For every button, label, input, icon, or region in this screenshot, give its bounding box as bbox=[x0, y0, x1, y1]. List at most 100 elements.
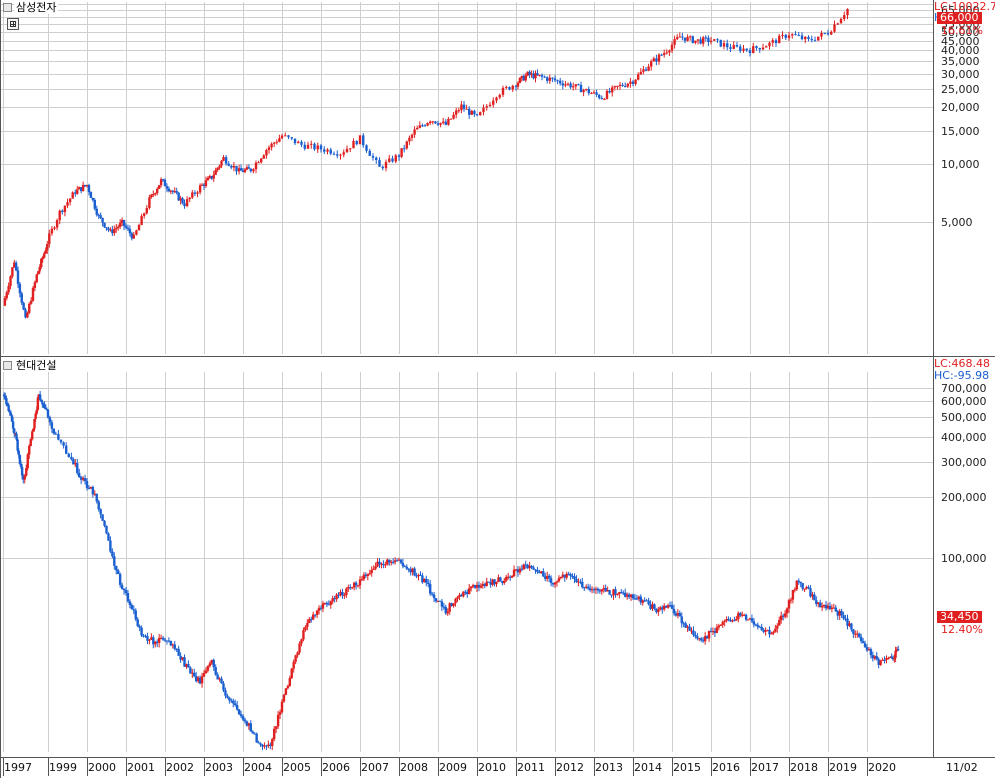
candle-body bbox=[473, 585, 477, 588]
candle-body bbox=[227, 163, 230, 166]
candle-body bbox=[582, 90, 585, 93]
candle-body bbox=[287, 135, 290, 138]
candle-body bbox=[544, 576, 547, 579]
candle-body bbox=[465, 108, 468, 110]
candle-body bbox=[345, 148, 349, 153]
candle-body bbox=[91, 486, 95, 495]
candle-body bbox=[765, 46, 768, 48]
candle-body bbox=[785, 608, 789, 614]
samsung-candles[interactable] bbox=[3, 0, 899, 319]
candle-body bbox=[237, 168, 241, 172]
candle-body bbox=[366, 574, 369, 577]
candle-body bbox=[85, 481, 89, 488]
candle-body bbox=[668, 50, 671, 53]
grid-toggle-icon[interactable] bbox=[7, 18, 19, 30]
candle-body bbox=[434, 598, 438, 602]
candle-body bbox=[319, 607, 323, 609]
year-label: 2015 bbox=[673, 761, 701, 774]
candle-body bbox=[652, 58, 655, 62]
hyundai-candles[interactable] bbox=[2, 390, 900, 751]
candle-body bbox=[212, 659, 215, 668]
candle-body bbox=[836, 23, 839, 25]
candle-body bbox=[44, 407, 47, 410]
candle-body bbox=[446, 611, 449, 614]
candle-body bbox=[620, 592, 623, 594]
candle-body bbox=[145, 208, 148, 214]
candle-body bbox=[425, 578, 428, 583]
candle-body bbox=[329, 149, 332, 154]
candle-body bbox=[63, 205, 67, 213]
candle-body bbox=[183, 203, 186, 207]
candle-body bbox=[481, 583, 485, 586]
candle-body bbox=[881, 659, 884, 661]
year-label: 2013 bbox=[595, 761, 623, 774]
candle-body bbox=[407, 568, 410, 570]
candle-body bbox=[349, 587, 352, 589]
candle-body bbox=[275, 141, 278, 143]
candle-body bbox=[745, 48, 748, 51]
candle-body bbox=[122, 588, 126, 591]
candle-body bbox=[780, 615, 783, 620]
candle-body bbox=[510, 576, 514, 578]
bottom-panel-title[interactable]: 현대건설 bbox=[14, 359, 59, 372]
candle-body bbox=[38, 267, 41, 272]
candle-body bbox=[532, 73, 535, 79]
candle-body bbox=[571, 575, 574, 577]
candle-body bbox=[384, 564, 387, 566]
candle-body bbox=[704, 37, 707, 39]
candle-body bbox=[820, 32, 823, 37]
candle-body bbox=[188, 197, 191, 200]
candle-body bbox=[791, 34, 794, 36]
candle-body bbox=[200, 184, 204, 186]
candle-body bbox=[431, 121, 434, 123]
candle-body bbox=[66, 202, 69, 206]
candle-body bbox=[501, 580, 504, 584]
candle-body bbox=[624, 592, 627, 597]
candle-body bbox=[128, 601, 132, 605]
candle-body bbox=[731, 620, 734, 622]
top-panel-price-axis: 65,00055,00050,00045,00040,00035,00030,0… bbox=[941, 4, 980, 229]
candle-body bbox=[113, 229, 116, 234]
candle-body bbox=[744, 614, 748, 620]
candle-body bbox=[542, 571, 545, 577]
candle-body bbox=[893, 657, 896, 660]
candle-body bbox=[713, 630, 717, 633]
candle-body bbox=[526, 71, 529, 76]
candle-body bbox=[678, 36, 681, 38]
candle-body bbox=[152, 194, 155, 196]
candle-body bbox=[647, 600, 650, 605]
candle-body bbox=[124, 590, 128, 594]
candle-body bbox=[455, 110, 458, 115]
candle-body bbox=[528, 71, 531, 75]
candle-body bbox=[270, 143, 273, 148]
candle-body bbox=[522, 75, 525, 81]
candle-body bbox=[161, 179, 165, 181]
candle-body bbox=[559, 80, 562, 84]
candle-body bbox=[152, 637, 155, 645]
top-panel-title[interactable]: 삼성전자 bbox=[14, 1, 59, 14]
candle-body bbox=[87, 185, 91, 193]
candle-body bbox=[633, 598, 637, 600]
panel-square-icon[interactable] bbox=[3, 3, 12, 12]
candle-body bbox=[101, 217, 104, 223]
panel-square-icon[interactable] bbox=[3, 361, 12, 370]
candle-body bbox=[479, 112, 482, 116]
candle-body bbox=[890, 656, 893, 658]
candle-body bbox=[411, 568, 414, 573]
candle-body bbox=[614, 589, 617, 595]
candle-body bbox=[173, 644, 176, 649]
candle-body bbox=[783, 613, 787, 617]
candle-body bbox=[434, 121, 437, 124]
candle-body bbox=[477, 584, 481, 588]
candle-body bbox=[672, 608, 676, 614]
year-label: 2009 bbox=[439, 761, 467, 774]
candle-body bbox=[468, 588, 471, 595]
candle-body bbox=[20, 466, 24, 476]
candle-body bbox=[729, 47, 732, 49]
candle-body bbox=[863, 643, 867, 648]
candle-body bbox=[254, 162, 258, 170]
candle-body bbox=[464, 591, 467, 593]
candle-body bbox=[548, 77, 551, 81]
candle-body bbox=[280, 135, 284, 139]
